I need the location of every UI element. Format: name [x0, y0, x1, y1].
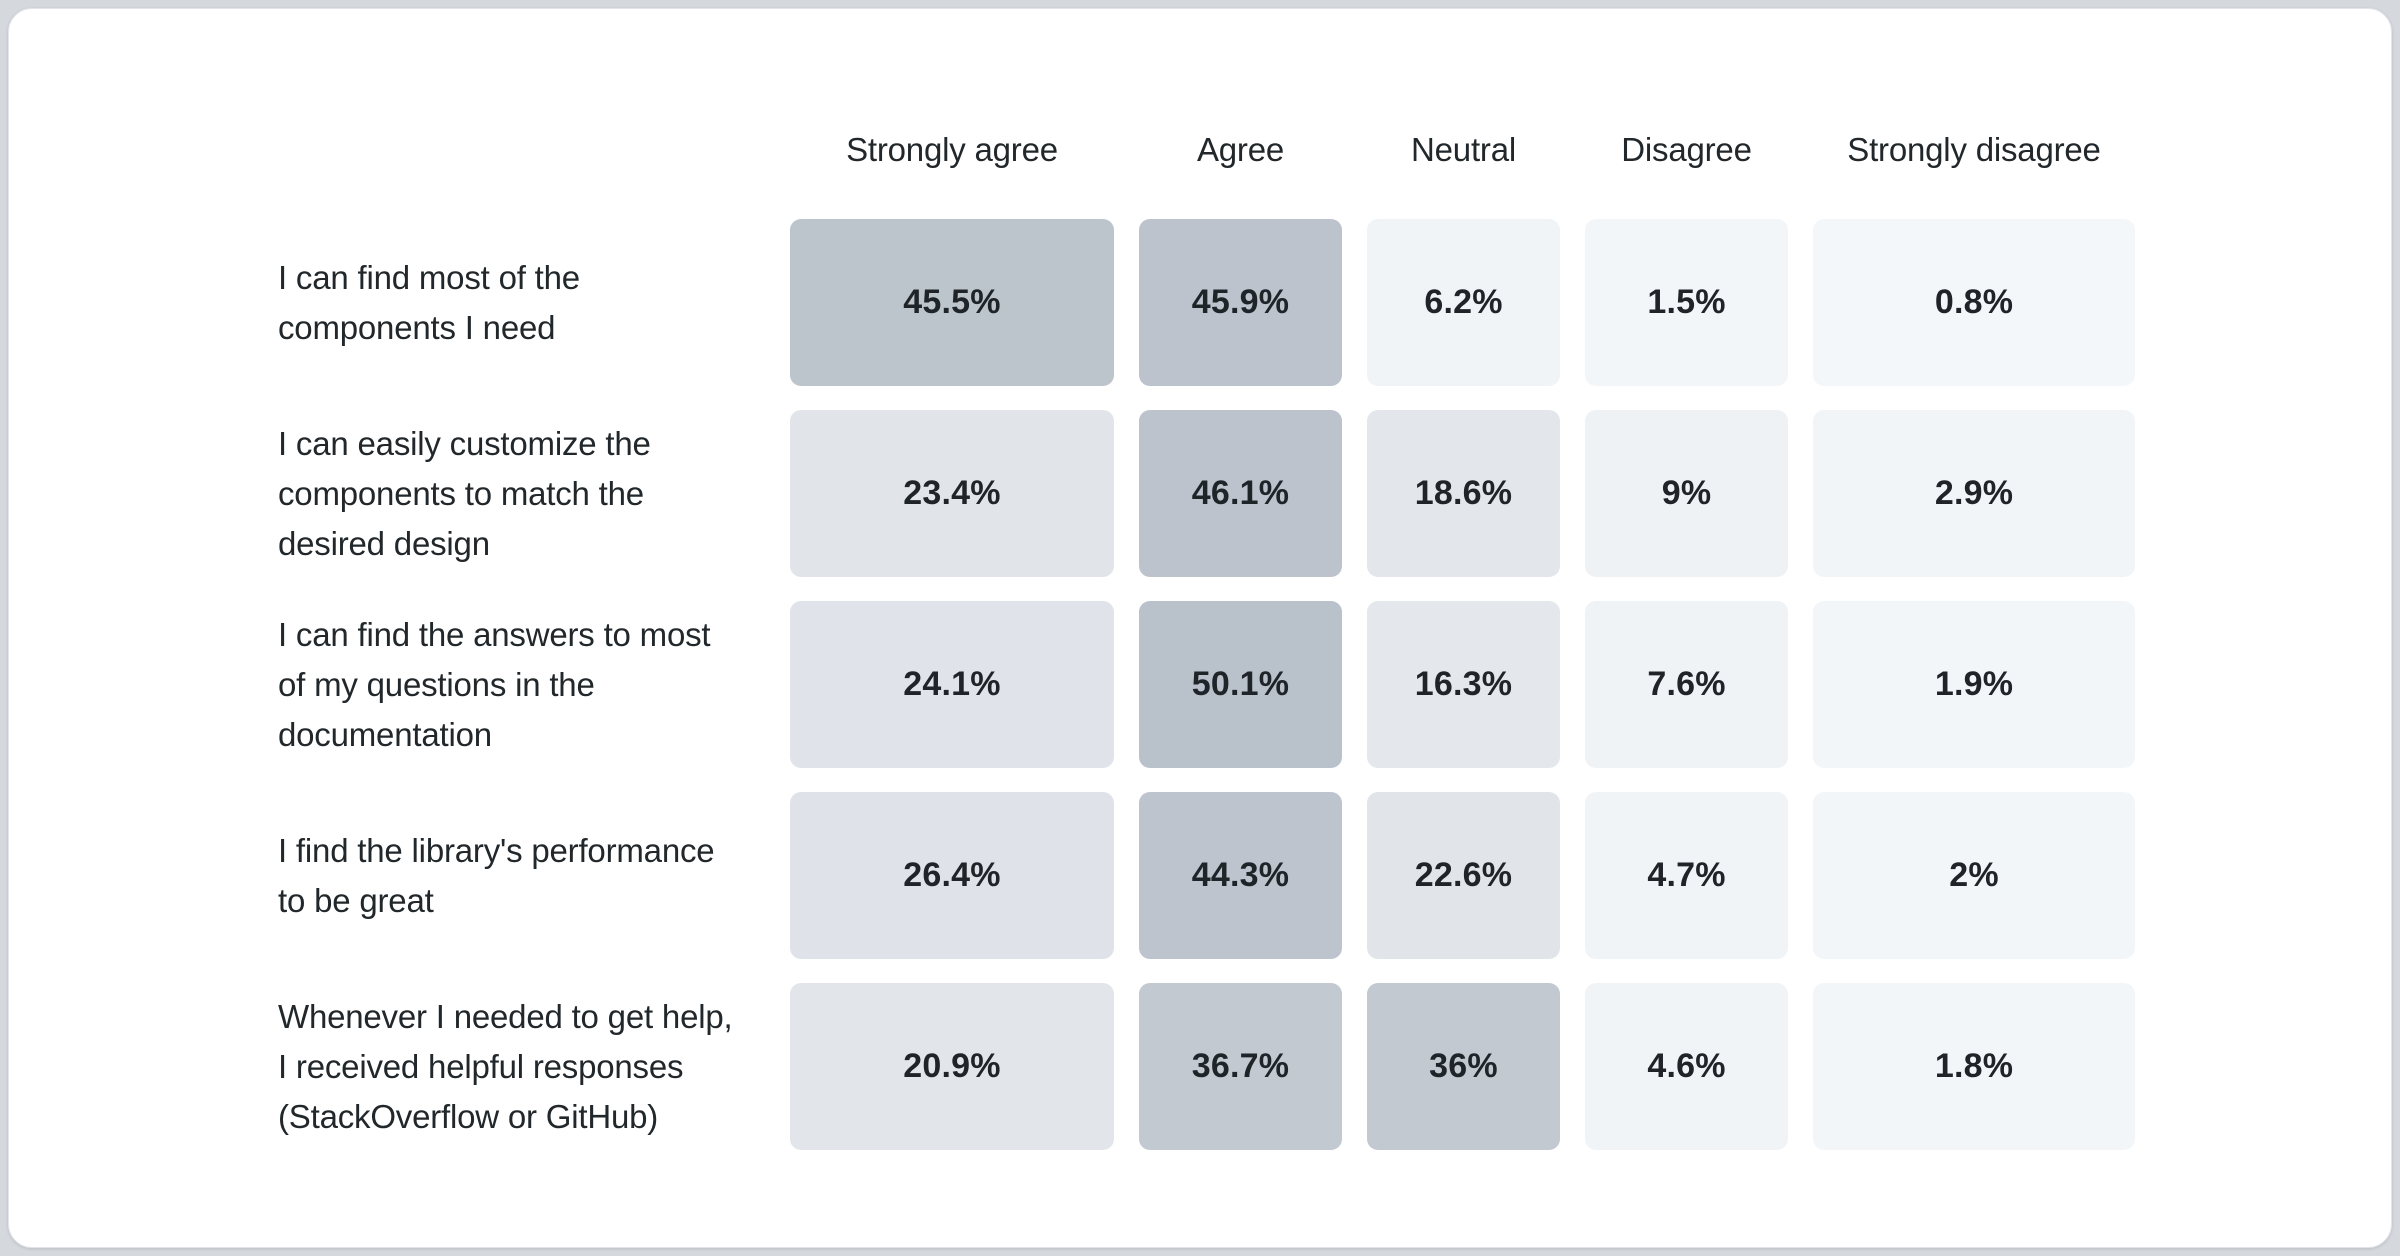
heatmap-cell: 6.2% — [1367, 219, 1560, 386]
heatmap-cell: 4.7% — [1585, 792, 1788, 959]
column-header-agree: Agree — [1196, 131, 1285, 168]
heatmap-cell: 18.6% — [1367, 410, 1560, 577]
heatmap-cell: 36.7% — [1139, 983, 1342, 1150]
row-label: I can easily customize the components to… — [278, 424, 651, 562]
row-label: Whenever I needed to get help, I receive… — [278, 997, 733, 1135]
heatmap-cell: 44.3% — [1139, 792, 1342, 959]
survey-heatmap: Strongly agree Agree Neutral Disagree St… — [278, 105, 2135, 1150]
heatmap-cell: 50.1% — [1139, 601, 1342, 768]
heatmap-cell: 20.9% — [790, 983, 1114, 1150]
heatmap-cell: 24.1% — [790, 601, 1114, 768]
heatmap-cell: 45.5% — [790, 219, 1114, 386]
heatmap-cell: 45.9% — [1139, 219, 1342, 386]
survey-results-card: Strongly agree Agree Neutral Disagree St… — [8, 8, 2392, 1248]
heatmap-cell: 4.6% — [1585, 983, 1788, 1150]
heatmap-cell: 23.4% — [790, 410, 1114, 577]
column-header-strongly-disagree: Strongly disagree — [1847, 131, 2101, 168]
heatmap-cell: 7.6% — [1585, 601, 1788, 768]
heatmap-cell: 9% — [1585, 410, 1788, 577]
column-header-disagree: Disagree — [1621, 131, 1752, 168]
column-header-strongly-agree: Strongly agree — [846, 131, 1058, 168]
heatmap-cell: 2% — [1813, 792, 2135, 959]
row-label: I can find the answers to most of my que… — [278, 615, 711, 753]
heatmap-cell: 16.3% — [1367, 601, 1560, 768]
heatmap-cell: 36% — [1367, 983, 1560, 1150]
heatmap-cell: 2.9% — [1813, 410, 2135, 577]
heatmap-cell: 1.8% — [1813, 983, 2135, 1150]
heatmap-cell: 26.4% — [790, 792, 1114, 959]
row-label: I can find most of the components I need — [278, 258, 580, 346]
row-label: I find the library's performance to be g… — [278, 831, 715, 919]
heatmap-cell: 22.6% — [1367, 792, 1560, 959]
column-header-neutral: Neutral — [1411, 131, 1516, 168]
header-spacer — [278, 105, 765, 195]
heatmap-cell: 46.1% — [1139, 410, 1342, 577]
heatmap-cell: 0.8% — [1813, 219, 2135, 386]
heatmap-cell: 1.9% — [1813, 601, 2135, 768]
heatmap-cell: 1.5% — [1585, 219, 1788, 386]
